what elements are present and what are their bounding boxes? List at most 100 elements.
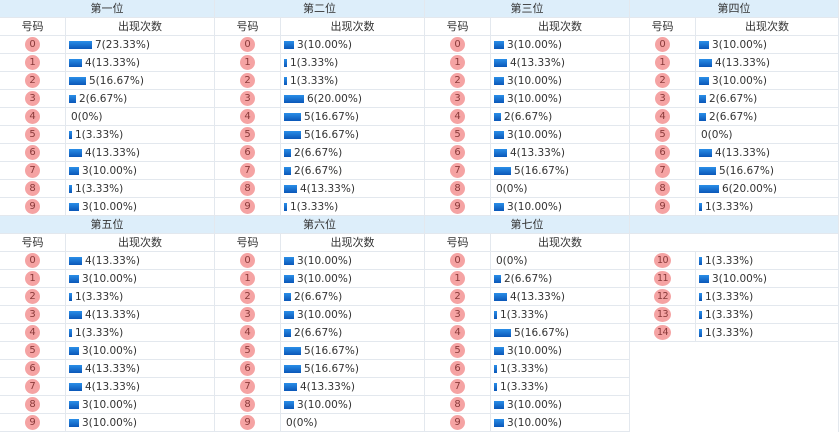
number-ball: 11 xyxy=(654,271,671,286)
count-cell: 6(20.00%) xyxy=(696,180,838,197)
position-block-1: 第一位 号码 出现次数 0 7(23.33%) 1 4(13.33%) 2 5(16.67… xyxy=(0,0,215,216)
number-ball: 9 xyxy=(25,199,40,214)
frequency-bar xyxy=(494,94,504,103)
number-cell: 9 xyxy=(0,414,66,431)
frequency-bar xyxy=(699,184,719,193)
number-ball: 4 xyxy=(450,109,465,124)
count-cell: 1(3.33%) xyxy=(281,72,424,89)
number-cell: 6 xyxy=(630,144,696,161)
count-value: 2(6.67%) xyxy=(709,110,758,123)
table-row: 3 3(10.00%) xyxy=(425,90,629,108)
number-column-header: 号码 xyxy=(630,18,696,35)
table-row: 12 1(3.33%) xyxy=(630,288,838,306)
count-cell: 1(3.33%) xyxy=(66,126,214,143)
count-cell: 3(10.00%) xyxy=(281,396,424,413)
number-cell: 2 xyxy=(425,288,491,305)
frequency-bar xyxy=(494,382,497,391)
count-value: 2(6.67%) xyxy=(709,92,758,105)
table-row: 5 5(16.67%) xyxy=(215,342,424,360)
table-row: 8 6(20.00%) xyxy=(630,180,838,198)
frequency-bar xyxy=(69,166,79,175)
number-cell: 2 xyxy=(0,288,66,305)
column-headers: 号码 出现次数 xyxy=(0,18,214,36)
count-value: 5(16.67%) xyxy=(304,110,359,123)
number-ball: 2 xyxy=(655,73,670,88)
count-value: 4(13.33%) xyxy=(510,146,565,159)
table-row: 3 2(6.67%) xyxy=(630,90,838,108)
count-column-header: 出现次数 xyxy=(118,236,162,249)
number-cell: 7 xyxy=(215,378,281,395)
number-ball: 9 xyxy=(450,199,465,214)
table-row: 4 2(6.67%) xyxy=(425,108,629,126)
count-cell: 2(6.67%) xyxy=(696,90,838,107)
frequency-bar xyxy=(69,364,82,373)
count-cell: 3(10.00%) xyxy=(491,396,629,413)
number-ball: 0 xyxy=(450,37,465,52)
number-ball: 6 xyxy=(450,145,465,160)
number-cell: 4 xyxy=(425,108,491,125)
number-cell: 4 xyxy=(215,324,281,341)
table-row: 4 5(16.67%) xyxy=(425,324,629,342)
count-value: 0(0%) xyxy=(701,128,733,141)
table-row: 6 1(3.33%) xyxy=(425,360,629,378)
table-row: 7 4(13.33%) xyxy=(0,378,214,396)
number-cell: 3 xyxy=(215,90,281,107)
table-row: 1 1(3.33%) xyxy=(215,54,424,72)
table-row: 2 3(10.00%) xyxy=(630,72,838,90)
count-cell: 4(13.33%) xyxy=(281,180,424,197)
count-value: 5(16.67%) xyxy=(304,362,359,375)
count-value: 4(13.33%) xyxy=(85,308,140,321)
number-cell: 3 xyxy=(425,90,491,107)
count-column-header: 出现次数 xyxy=(538,20,582,33)
count-cell: 4(13.33%) xyxy=(66,54,214,71)
count-cell: 5(16.67%) xyxy=(281,360,424,377)
table-row: 9 0(0%) xyxy=(215,414,424,432)
count-cell: 1(3.33%) xyxy=(66,324,214,341)
frequency-bar xyxy=(699,76,709,85)
table-row: 1 4(13.33%) xyxy=(425,54,629,72)
block-title: 第二位 xyxy=(215,0,424,18)
count-value: 1(3.33%) xyxy=(705,290,754,303)
frequency-bar xyxy=(699,292,702,301)
number-cell: 9 xyxy=(630,198,696,215)
count-value: 5(16.67%) xyxy=(514,326,569,339)
frequency-bar xyxy=(699,112,706,121)
frequency-bar xyxy=(699,310,702,319)
number-cell: 7 xyxy=(0,378,66,395)
frequency-bar xyxy=(494,310,497,319)
count-value: 3(10.00%) xyxy=(297,254,352,267)
number-cell: 2 xyxy=(630,72,696,89)
number-ball: 7 xyxy=(25,379,40,394)
number-ball: 7 xyxy=(655,163,670,178)
frequency-bar xyxy=(494,274,501,283)
table-row: 0 3(10.00%) xyxy=(425,36,629,54)
count-value: 4(13.33%) xyxy=(85,380,140,393)
number-ball: 5 xyxy=(240,127,255,142)
frequency-bar xyxy=(69,274,79,283)
number-cell: 3 xyxy=(215,306,281,323)
frequency-bar xyxy=(494,400,504,409)
count-value: 3(10.00%) xyxy=(507,92,562,105)
count-value: 1(3.33%) xyxy=(75,290,124,303)
frequency-bar xyxy=(284,94,304,103)
count-value: 1(3.33%) xyxy=(500,380,549,393)
frequency-bar xyxy=(699,256,702,265)
number-cell: 6 xyxy=(0,144,66,161)
frequency-bar xyxy=(284,346,301,355)
column-headers: 号码 出现次数 xyxy=(425,18,629,36)
number-cell: 6 xyxy=(215,360,281,377)
count-value: 3(10.00%) xyxy=(82,416,137,429)
count-value: 1(3.33%) xyxy=(75,326,124,339)
frequency-bar xyxy=(284,130,301,139)
number-ball: 6 xyxy=(25,361,40,376)
frequency-bar xyxy=(284,166,291,175)
table-row: 7 3(10.00%) xyxy=(0,162,214,180)
number-ball: 6 xyxy=(240,361,255,376)
table-row: 5 1(3.33%) xyxy=(0,126,214,144)
table-row: 0 3(10.00%) xyxy=(630,36,838,54)
count-cell: 1(3.33%) xyxy=(696,198,838,215)
number-cell: 5 xyxy=(425,126,491,143)
count-value: 4(13.33%) xyxy=(510,290,565,303)
count-value: 3(10.00%) xyxy=(82,272,137,285)
count-cell: 0(0%) xyxy=(491,180,629,197)
